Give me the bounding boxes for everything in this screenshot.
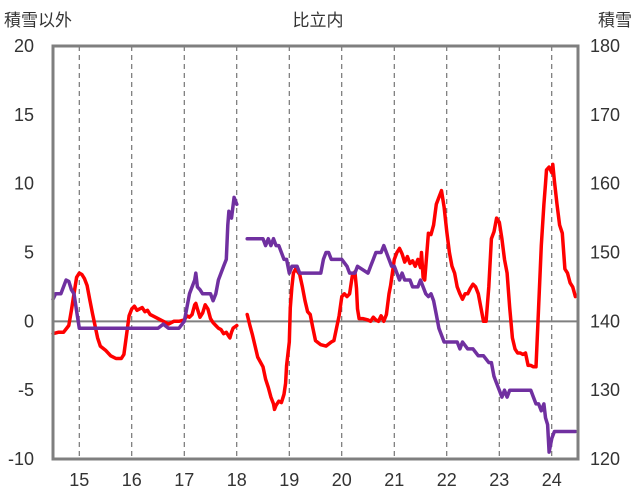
y-left-tick-label: 5 (24, 243, 34, 263)
y-right-tick-label: 140 (590, 311, 620, 331)
x-tick-label: 24 (542, 470, 562, 490)
y-left-tick-label: -10 (8, 449, 34, 469)
y-left-tick-label: 20 (14, 36, 34, 56)
series-purple-line-1 (51, 195, 239, 330)
x-tick-label: 19 (279, 470, 299, 490)
x-tick-label: 16 (122, 470, 142, 490)
y-right-tick-label: 130 (590, 380, 620, 400)
chart-title: 比立内 (293, 11, 344, 31)
y-right-tick-label: 160 (590, 174, 620, 194)
x-tick-label: 17 (174, 470, 194, 490)
right-axis-label: 積雪 (598, 11, 632, 31)
y-right-tick-label: 120 (590, 449, 620, 469)
right-axis-ticks: 180 170 160 150 140 130 120 (590, 36, 620, 469)
series-red-line-1 (51, 271, 239, 361)
y-left-tick-label: 0 (24, 311, 34, 331)
left-axis-label: 積雪以外 (4, 11, 72, 31)
x-tick-label: 18 (227, 470, 247, 490)
x-tick-label: 15 (69, 470, 89, 490)
x-tick-label: 22 (437, 470, 457, 490)
y-left-tick-label: 15 (14, 105, 34, 125)
y-right-tick-label: 180 (590, 36, 620, 56)
y-left-tick-label: 10 (14, 174, 34, 194)
x-tick-label: 21 (384, 470, 404, 490)
x-tick-label: 20 (332, 470, 352, 490)
series-layer (51, 162, 578, 454)
x-axis-ticks: 15 16 17 18 19 20 21 22 23 24 (69, 470, 562, 490)
y-right-tick-label: 170 (590, 105, 620, 125)
y-left-tick-label: -5 (18, 380, 34, 400)
x-tick-label: 23 (489, 470, 509, 490)
series-purple-line-2 (245, 236, 578, 454)
y-right-tick-label: 150 (590, 243, 620, 263)
left-axis-ticks: 20 15 10 5 0 -5 -10 (8, 36, 34, 469)
plot-frame (51, 44, 580, 461)
